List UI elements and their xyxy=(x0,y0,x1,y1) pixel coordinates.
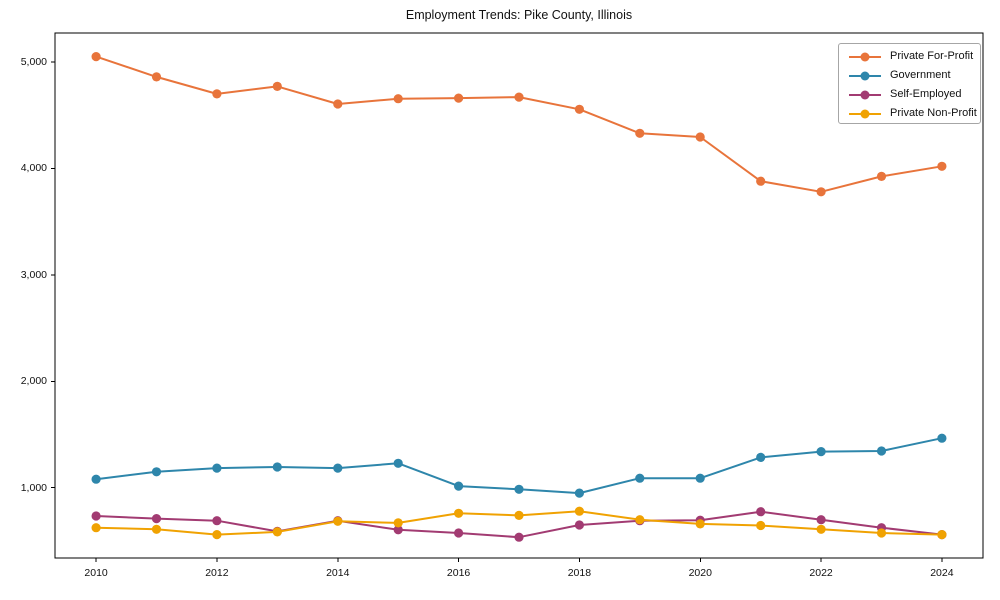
data-point-government-2018 xyxy=(574,488,585,498)
data-point-government-2013 xyxy=(272,462,282,472)
legend-label: Government xyxy=(890,69,951,81)
data-point-self-employed-2017 xyxy=(514,532,524,542)
y-tick-label: 5,000 xyxy=(20,55,47,68)
data-point-private-for-profit-2016 xyxy=(454,93,464,103)
data-point-private-for-profit-2011 xyxy=(151,72,162,82)
data-point-private-non-profit-2017 xyxy=(514,510,524,520)
data-point-government-2022 xyxy=(816,447,826,457)
data-point-private-for-profit-2018 xyxy=(574,104,585,114)
data-point-private-non-profit-2015 xyxy=(393,518,403,528)
plot-area xyxy=(54,32,984,559)
legend-label: Self-Employed xyxy=(890,88,962,100)
y-tick-label: 1,000 xyxy=(20,481,47,494)
legend-line-swatch xyxy=(849,109,881,118)
data-point-private-for-profit-2023 xyxy=(876,171,887,181)
data-point-self-employed-2016 xyxy=(454,528,464,538)
data-point-government-2020 xyxy=(695,473,705,483)
data-point-private-non-profit-2020 xyxy=(695,519,705,529)
data-point-government-2015 xyxy=(393,458,403,468)
data-point-private-non-profit-2016 xyxy=(454,508,464,518)
data-point-private-non-profit-2013 xyxy=(272,527,282,537)
legend-line-swatch xyxy=(849,90,881,99)
data-point-private-non-profit-2021 xyxy=(756,520,766,531)
data-point-private-for-profit-2024 xyxy=(937,161,947,171)
legend-marker-dot xyxy=(860,90,870,99)
data-point-private-for-profit-2019 xyxy=(635,128,645,138)
data-point-private-non-profit-2024 xyxy=(937,530,947,540)
data-point-private-non-profit-2014 xyxy=(333,516,343,526)
data-point-government-2014 xyxy=(333,463,343,473)
data-point-private-for-profit-2014 xyxy=(333,99,343,109)
x-tick-label: 2022 xyxy=(809,567,833,579)
legend-entry-private-non-profit: Private Non-Profit xyxy=(839,104,980,123)
data-point-self-employed-2010 xyxy=(91,511,101,521)
data-point-private-for-profit-2022 xyxy=(816,187,826,197)
legend-entry-government: Government xyxy=(839,66,980,85)
legend-line-swatch xyxy=(849,71,881,80)
x-tick-label: 2014 xyxy=(326,567,350,579)
data-point-private-for-profit-2021 xyxy=(756,176,766,186)
data-point-government-2012 xyxy=(212,463,222,473)
legend-entry-private-for-profit: Private For-Profit xyxy=(839,47,980,66)
x-tick-label: 2016 xyxy=(446,567,471,579)
data-point-private-non-profit-2022 xyxy=(816,524,826,534)
y-tick-label: 2,000 xyxy=(20,375,47,388)
data-point-private-non-profit-2011 xyxy=(151,524,162,534)
data-point-self-employed-2022 xyxy=(816,515,826,525)
chart-title: Employment Trends: Pike County, Illinois xyxy=(405,8,633,22)
data-point-self-employed-2012 xyxy=(212,516,222,526)
x-tick-label: 2012 xyxy=(205,567,229,579)
data-point-self-employed-2015 xyxy=(393,525,403,535)
data-point-private-non-profit-2023 xyxy=(876,528,887,538)
x-tick-label: 2020 xyxy=(688,567,712,579)
data-point-private-for-profit-2013 xyxy=(272,81,282,91)
data-point-private-non-profit-2012 xyxy=(212,530,222,540)
y-tick-label: 3,000 xyxy=(20,268,47,281)
legend-label: Private Non-Profit xyxy=(890,107,977,119)
data-point-government-2023 xyxy=(876,446,887,456)
data-point-private-non-profit-2010 xyxy=(91,523,101,533)
data-point-private-non-profit-2019 xyxy=(635,515,645,525)
data-point-government-2011 xyxy=(151,467,162,477)
data-point-self-employed-2011 xyxy=(151,514,162,524)
legend: Private For-Profit Government Self-Employe… xyxy=(838,43,981,124)
x-tick-label: 2018 xyxy=(567,567,592,579)
x-tick-label: 2010 xyxy=(84,567,108,579)
series-line-private-for-profit xyxy=(95,55,943,193)
data-point-government-2010 xyxy=(91,474,101,484)
data-point-private-for-profit-2020 xyxy=(695,132,705,142)
legend-label: Private For-Profit xyxy=(890,50,974,62)
data-point-government-2021 xyxy=(756,452,766,462)
data-point-private-for-profit-2010 xyxy=(91,52,101,62)
data-point-government-2016 xyxy=(454,481,464,491)
legend-marker-dot xyxy=(860,52,870,61)
data-point-private-for-profit-2012 xyxy=(212,89,222,99)
data-point-government-2024 xyxy=(937,433,947,443)
legend-marker-dot xyxy=(860,71,870,80)
data-point-private-non-profit-2018 xyxy=(574,506,585,516)
y-tick-label: 4,000 xyxy=(20,162,47,175)
x-tick-label: 2024 xyxy=(930,567,954,579)
data-point-private-for-profit-2017 xyxy=(514,92,524,102)
data-point-self-employed-2021 xyxy=(756,507,766,517)
data-point-self-employed-2018 xyxy=(574,520,585,530)
legend-marker-dot xyxy=(860,109,870,118)
data-point-government-2017 xyxy=(514,484,524,494)
legend-entry-self-employed: Self-Employed xyxy=(839,85,980,104)
data-point-government-2019 xyxy=(635,473,645,483)
legend-line-swatch xyxy=(849,52,881,61)
data-point-private-for-profit-2015 xyxy=(393,94,403,104)
